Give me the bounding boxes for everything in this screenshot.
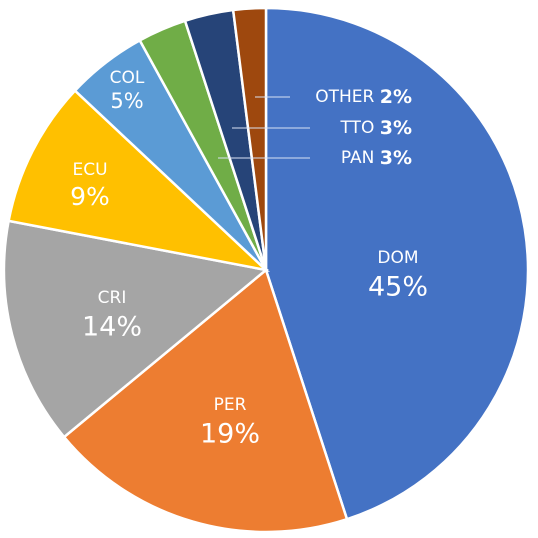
slice-name: ECU [72,160,107,180]
slice-name: TTO [339,118,374,138]
pie-slice [62,267,349,534]
slice-value-label: 9% [70,182,110,211]
pie-slice [231,6,268,271]
slice-value-label: 45% [368,272,428,303]
slice-value-label: 3% [380,147,412,169]
slice-value-label: 19% [200,419,260,450]
slice-name: PAN [341,148,375,168]
slice-label: PAN 3% [341,147,412,169]
slice-name: OTHER [315,87,374,107]
slice-value-label: 5% [110,89,143,113]
slice-value-label: 3% [380,117,412,139]
slice-label: OTHER 2% [315,86,412,108]
pie-slice [7,88,270,273]
pie-slice [2,219,269,439]
slice-name: PER [214,395,247,415]
slice-name: CRI [98,288,127,308]
slice-name: DOM [377,248,418,268]
pie-slice [264,6,530,521]
slice-name: COL [110,68,145,88]
slice-value-label: 14% [82,312,142,343]
slice-value-label: 2% [380,86,412,108]
slice-label: TTO 3% [339,117,412,139]
